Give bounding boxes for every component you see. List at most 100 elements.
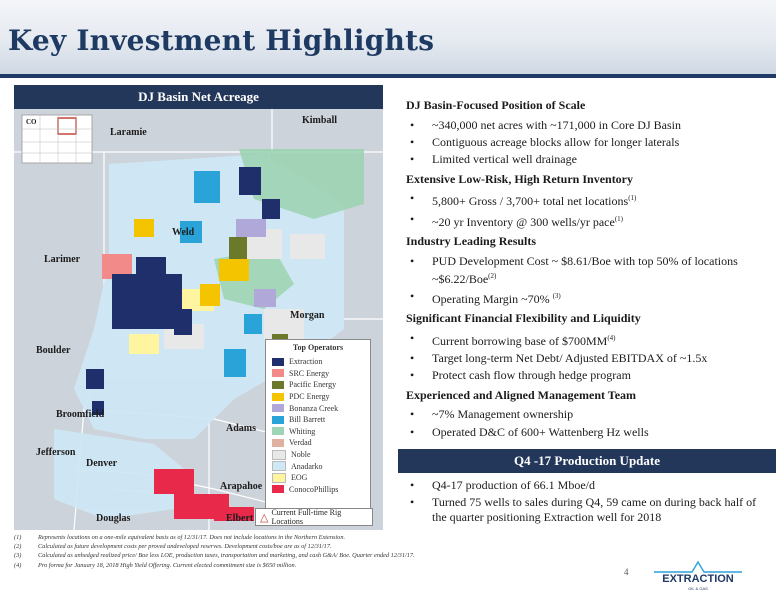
bullet-text: Target long-term Net Debt/ Adjusted EBIT… [432,351,708,366]
map-label-morgan: Morgan [290,310,325,321]
bullet-icon: • [410,407,415,422]
legend-item: ConocoPhillips [266,484,370,496]
bullet-text: ~7% Management ownership [432,407,574,422]
legend-item: Bonanza Creek [266,402,370,414]
bullet-text: Operating Margin ~70% [432,291,553,306]
legend-label: Anadarko [291,461,323,471]
footnote: (4) Pro forma for January 18, 2018 High Y… [14,561,614,570]
footnote-ref: (4) [607,333,616,342]
footnote-text: Calculated as future development costs p… [38,543,332,551]
map-label-denver: Denver [86,458,118,469]
bullet-item: • 5,800+ Gross / 3,700+ total net locatio… [406,191,772,209]
bullet-icon: • [410,424,415,439]
header: Key Investment Highlights [0,0,776,78]
svg-text:EXTRACTION: EXTRACTION [662,573,734,585]
bullet-icon: • [410,211,415,226]
footnote-ref: (3) [552,291,561,300]
bullet-item: • PUD Development Cost ~ $8.61/Boe with t… [406,254,772,287]
bullet-text: ~340,000 net acres with ~171,000 in Core… [432,117,681,132]
bullet-text: Q4-17 production of 66.1 Mboe/d [432,478,595,493]
footnote-number: (2) [14,543,22,551]
bullet-icon: • [410,152,415,167]
map-label-elbert: Elbert [226,513,254,524]
bullet-text: Contiguous acreage blocks allow for long… [432,134,680,149]
bullet-item: • Protect cash flow through hedge program [406,368,772,383]
bullet-icon: • [410,368,415,383]
map-label-kimball: Kimball [302,115,338,126]
section-heading: Extensive Low-Risk, High Return Inventor… [406,171,634,186]
map-label-adams: Adams [226,423,257,434]
legend-label: Whiting [289,426,316,436]
legend-swatch [272,369,284,378]
operator-legend: Top Operators Extraction SRC Energy Pacifi… [265,339,371,513]
legend-item: Anadarko [266,460,370,472]
footnote-number: (3) [14,552,22,560]
bullet-item: • Turned 75 wells to sales during Q4, 59 … [406,495,772,525]
legend-label: SRC Energy [289,368,330,378]
bullet-text: Limited vertical well drainage [432,152,577,167]
highlights-list: DJ Basin-Focused Position of Scale • ~340,… [406,96,772,442]
footnote-number: (4) [14,561,22,569]
section-heading: DJ Basin-Focused Position of Scale [406,98,586,112]
legend-item: PDC Energy [266,391,370,403]
bullet-item: • ~20 yr Inventory @ 300 wells/yr pace(1) [406,212,772,230]
footnote-number: (1) [14,534,22,541]
legend-item: Extraction [266,356,370,368]
legend-item: SRC Energy [266,368,370,380]
bullet-item: • ~340,000 net acres with ~171,000 in Cor… [406,118,772,133]
legend-item: Bill Barrett [266,414,370,426]
legend-swatch [272,427,284,436]
rig-legend-label: Current Full-time Rig Locations [271,508,342,526]
bullet-icon: • [410,478,415,493]
bullet-icon: • [410,191,415,206]
legend-item: Verdad [266,437,370,449]
footnote-text: Pro forma for January 18, 2018 High Yiel… [38,561,297,569]
rig-legend: △ Current Full-time Rig Locations [255,508,373,526]
map-label-weld: Weld [172,227,195,238]
header-rule [0,74,776,78]
legend-item: Whiting [266,426,370,438]
legend-swatch [272,472,286,483]
legend-item: EOG [266,472,370,484]
legend-swatch [272,485,284,494]
section-heading: Significant Financial Flexibility and Li… [406,311,641,326]
bullet-item: • Contiguous acreage blocks allow for lon… [406,135,772,150]
legend-label: Verdad [289,438,312,448]
bullet-item: • ~7% Management ownership [406,407,772,422]
map-label-douglas: Douglas [96,513,131,524]
bullet-icon: • [410,253,415,268]
legend-label: Pacific Energy [289,380,337,390]
legend-label: ConocoPhillips [289,484,339,494]
footnote: (3) Calculated as unhedged realized price… [14,551,614,560]
footnotes: (1) Represents locations on a one-mile eq… [14,533,614,570]
bullet-text: Current borrowing base of $700MM [432,333,608,348]
page-title: Key Investment Highlights [8,24,435,57]
bullet-text: Protect cash flow through hedge program [432,368,631,383]
map-label-arapahoe: Arapahoe [220,481,263,492]
bullet-icon: • [410,330,415,345]
map-label-boulder: Boulder [36,345,71,356]
bullet-item: • Operated D&C of 600+ Wattenberg Hz well… [406,425,772,440]
section-heading: Experienced and Aligned Management Team [406,387,637,402]
legend-swatch [272,438,284,447]
oil-rig-icon: △ [260,511,269,524]
bullet-text: ~20 yr Inventory @ 300 wells/yr pace [432,214,615,229]
footnote: (2) Calculated as future development cost… [14,542,614,551]
bullet-item: • Q4-17 production of 66.1 Mboe/d [406,478,772,493]
map-label-jefferson: Jefferson [36,447,76,458]
production-update-title: Q4 -17 Production Update [398,449,776,473]
legend-label: Bonanza Creek [289,403,339,413]
bullet-icon: • [410,288,415,303]
page-number: 4 [624,567,629,577]
footnote-text: Calculated as unhedged realized price/ B… [38,552,415,560]
footnote-text: Represents locations on a one-mile equiv… [38,534,346,541]
bullet-text: PUD Development Cost ~ $8.61/Boe with to… [432,253,738,286]
map-title: DJ Basin Net Acreage [14,85,383,109]
bullet-icon: • [410,351,415,366]
footnote-ref: (1) [628,194,637,203]
bullet-item: • Current borrowing base of $700MM(4) [406,331,772,349]
legend-label: Extraction [289,357,323,367]
legend-title: Top Operators [292,343,344,352]
bullet-item: • Target long-term Net Debt/ Adjusted EBI… [406,351,772,366]
bullet-text: Operated D&C of 600+ Wattenberg Hz wells [432,424,649,439]
